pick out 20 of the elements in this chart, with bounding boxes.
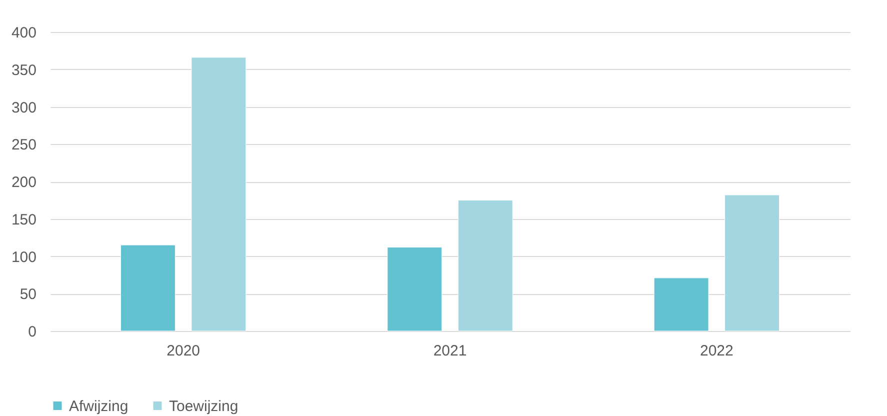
bar [120,244,176,332]
legend-label: Toewijzing [169,398,238,415]
bar [724,194,780,332]
y-tick-label: 250 [11,136,36,154]
y-tick-label: 150 [11,211,36,228]
y-tick-label: 400 [11,24,36,42]
x-tick-label: 2020 [166,342,200,360]
y-tick-label: 50 [20,286,36,304]
x-tick-label: 2022 [700,342,734,360]
bar [387,247,442,332]
bar [191,57,246,332]
legend-label: Afwijzing [69,398,128,415]
y-tick-label: 200 [11,174,36,191]
y-tick-label: 0 [28,324,36,340]
y-tick-label: 100 [11,248,36,266]
bar [654,278,709,332]
x-tick-label: 2021 [433,342,467,360]
bar [458,200,513,332]
y-tick-label: 300 [11,99,36,116]
y-tick-label: 350 [11,62,36,79]
